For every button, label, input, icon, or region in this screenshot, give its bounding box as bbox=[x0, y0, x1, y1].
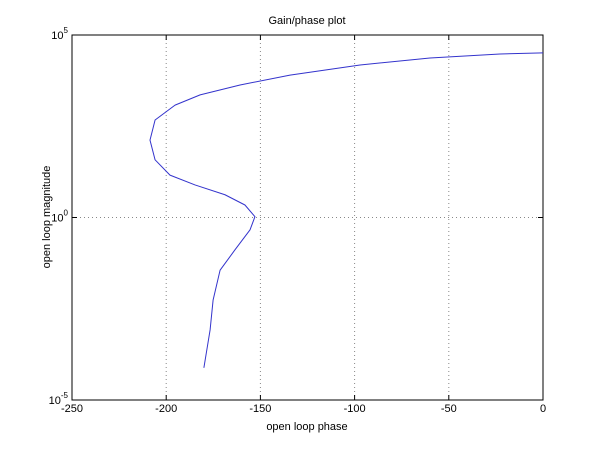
y-axis-label: open loop magnitude bbox=[41, 166, 53, 269]
x-tick-label: -50 bbox=[441, 403, 457, 415]
x-tick-label: -250 bbox=[61, 403, 83, 415]
y-tick-label: 105 bbox=[51, 26, 68, 42]
y-tick-label: 10-5 bbox=[49, 391, 69, 407]
y-tick-base: 10 bbox=[49, 395, 61, 407]
chart-title: Gain/phase plot bbox=[268, 15, 345, 27]
data-line bbox=[149, 52, 544, 368]
y-tick-exponent: 0 bbox=[64, 209, 69, 218]
x-tick-label: -100 bbox=[344, 403, 366, 415]
x-tick-label: -150 bbox=[249, 403, 271, 415]
x-tick-label: 0 bbox=[540, 403, 546, 415]
y-tick-base: 10 bbox=[51, 30, 63, 42]
y-tick-exponent: 5 bbox=[64, 26, 69, 35]
x-tick-label: -200 bbox=[155, 403, 177, 415]
y-tick-label: 100 bbox=[51, 209, 68, 225]
y-tick-exponent: -5 bbox=[61, 391, 69, 400]
y-tick-base: 10 bbox=[51, 213, 63, 225]
x-axis-label: open loop phase bbox=[266, 421, 347, 433]
